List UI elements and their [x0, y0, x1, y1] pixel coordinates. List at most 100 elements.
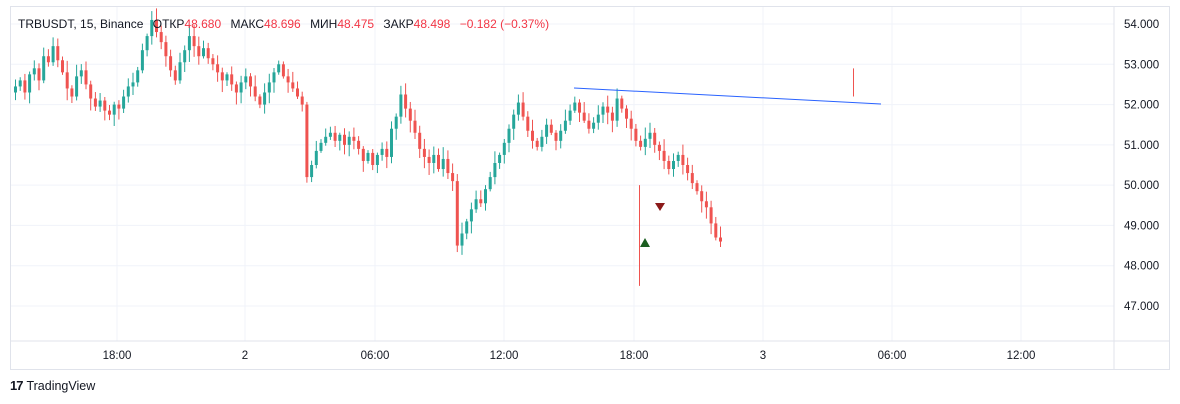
x-axis-tick-label: 12:00	[490, 350, 519, 362]
candle-body	[206, 48, 210, 59]
y-axis-tick-label: 47.000	[1124, 301, 1159, 313]
candle-body	[502, 142, 506, 155]
legend-open-label: ОТКР	[152, 17, 185, 31]
candle-body	[531, 130, 534, 141]
candle-body	[559, 130, 563, 141]
candle-body	[89, 84, 93, 99]
candle-body	[291, 82, 295, 89]
ohlc-legend: TRBUSDT, 15, Binance ОТКР48.680 МАКС48.6…	[18, 17, 550, 31]
candle-body	[625, 108, 628, 119]
candle-body	[56, 46, 60, 61]
candle-body	[686, 165, 690, 174]
candle-body	[319, 142, 323, 151]
candle-body	[197, 46, 201, 57]
candle-body	[28, 74, 32, 93]
candle-body	[451, 173, 455, 182]
candle-body	[648, 132, 652, 139]
candle-body	[32, 68, 36, 75]
candle-body	[371, 152, 375, 165]
candle-body	[230, 74, 234, 85]
candle-body	[98, 100, 102, 107]
candle-body	[173, 70, 177, 81]
candle-body	[277, 64, 281, 73]
candle-body	[65, 72, 69, 89]
buy-signal-icon	[640, 238, 650, 247]
candle-body	[333, 132, 337, 141]
candle-body	[596, 114, 600, 123]
candle-body	[42, 56, 46, 81]
candle-body	[122, 96, 126, 109]
chart-frame[interactable]	[10, 6, 1170, 370]
candle-body	[37, 68, 41, 81]
candle-body	[629, 118, 633, 129]
candle-body	[70, 88, 74, 97]
x-axis-tick-label: 06:00	[361, 350, 390, 362]
candle-body	[507, 128, 511, 143]
candle-body	[455, 181, 459, 246]
candle-body	[164, 42, 168, 57]
candle-body	[324, 136, 328, 143]
candle-body	[46, 56, 50, 63]
candle-body	[220, 72, 224, 81]
candle-body	[145, 36, 149, 51]
candle-body	[234, 84, 238, 93]
candle-body	[225, 74, 229, 81]
trendline	[573, 87, 882, 105]
candle-body	[357, 140, 361, 149]
candle-body	[18, 80, 22, 87]
sell-signal-icon	[655, 203, 665, 211]
tradingview-logo-icon: 17	[10, 378, 24, 393]
brand-name: TradingView	[26, 378, 96, 393]
candle-body	[300, 96, 304, 105]
candle-body	[573, 102, 577, 111]
candle-body	[526, 116, 530, 131]
candle-body	[352, 136, 356, 141]
candle-body	[606, 106, 610, 113]
y-axis-tick-label: 51.000	[1124, 140, 1159, 152]
candle-body	[93, 98, 97, 107]
candle-body	[159, 32, 163, 43]
candle-body	[150, 19, 154, 37]
x-axis-tick-label: 3	[760, 350, 766, 362]
candle-body	[446, 158, 450, 174]
candle-body	[286, 76, 290, 83]
candle-body	[479, 199, 483, 204]
candle-body	[498, 154, 502, 163]
candle-body	[192, 36, 196, 47]
legend-change: −0.182 (−0.37%)	[459, 17, 550, 31]
candle-body	[469, 209, 473, 222]
candle-body	[587, 120, 591, 129]
candle-body	[493, 162, 497, 178]
tradingview-brand[interactable]: 17 TradingView	[10, 378, 95, 393]
candle-body	[465, 221, 469, 234]
x-axis-tick-label: 18:00	[103, 350, 132, 362]
candle-body	[187, 36, 191, 51]
candle-body	[582, 112, 586, 121]
candle-body	[117, 104, 121, 109]
x-axis-tick-label: 18:00	[620, 350, 649, 362]
y-axis-tick-label: 53.000	[1124, 59, 1159, 71]
candle-body	[549, 124, 553, 133]
candle-body	[610, 112, 614, 121]
candle-body	[267, 82, 271, 93]
candle-body	[126, 86, 130, 97]
y-axis-tick-label: 50.000	[1124, 180, 1159, 192]
candle-body	[347, 136, 351, 145]
candle-body	[704, 201, 708, 208]
candle-body	[183, 50, 187, 63]
y-axis-tick-label: 49.000	[1124, 220, 1159, 232]
candle-body	[112, 104, 116, 115]
candle-body	[441, 158, 445, 170]
candle-body	[305, 104, 309, 178]
candle-body	[516, 102, 520, 115]
legend-high-value: 48.696	[264, 17, 301, 31]
candle-body	[568, 110, 572, 121]
candle-body	[385, 148, 389, 157]
candle-body	[709, 207, 713, 224]
candle-body	[643, 138, 647, 147]
candle-body	[545, 124, 549, 137]
candle-body	[484, 189, 487, 204]
candle-body	[178, 62, 182, 81]
candle-body	[394, 116, 398, 129]
